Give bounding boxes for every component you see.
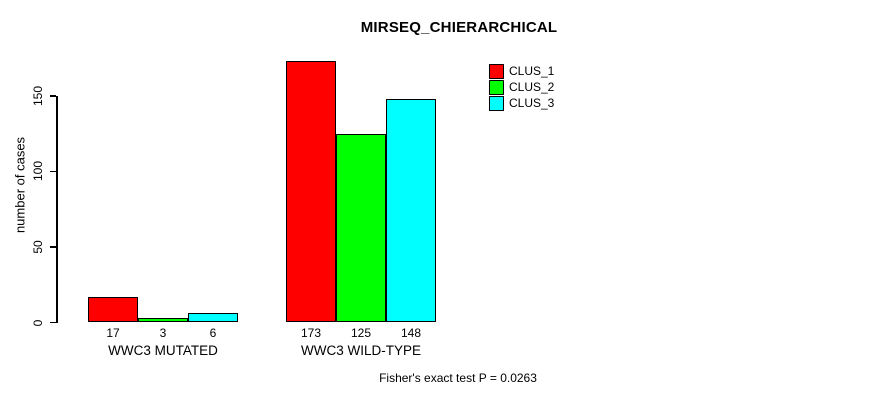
bar-value-clus-1-wwc3-wild-type: 173 [300, 326, 322, 340]
bar-value-clus-1-wwc3-mutated: 17 [106, 326, 120, 340]
bar-clus-2-wwc3-mutated [138, 317, 188, 323]
y-tick-100 [50, 170, 56, 173]
category-label-wwc3-wild-type: WWC3 WILD-TYPE [301, 343, 421, 358]
bar-clus-1-wwc3-mutated [88, 296, 138, 323]
bar-clus-2-wwc3-wild-type [336, 133, 386, 323]
y-tick-50 [50, 246, 56, 248]
y-tick-label-100: 100 [31, 161, 45, 182]
y-tick-label-0: 0 [31, 319, 45, 326]
chart-title: MIRSEQ_CHIERARCHICAL [360, 19, 558, 36]
y-tick-label-50: 50 [31, 240, 45, 254]
bar-clus-1-wwc3-wild-type [286, 61, 336, 323]
y-tick-150 [50, 95, 56, 97]
legend-swatch-clus-1 [489, 64, 504, 79]
category-label-wwc3-mutated: WWC3 MUTATED [108, 343, 218, 358]
bar-value-clus-2-wwc3-wild-type: 125 [350, 326, 372, 340]
y-axis-label: number of cases [12, 136, 28, 234]
y-tick-label-150: 150 [31, 85, 45, 106]
bar-value-clus-2-wwc3-mutated: 3 [159, 326, 167, 340]
bar-value-clus-3-wwc3-mutated: 6 [209, 326, 217, 340]
legend-label-clus-2: CLUS_2 [509, 80, 555, 94]
legend-label-clus-1: CLUS_1 [509, 64, 555, 78]
y-tick-0 [50, 321, 56, 324]
bar-value-clus-3-wwc3-wild-type: 148 [400, 326, 422, 340]
legend-label-clus-3: CLUS_3 [509, 96, 555, 110]
bar-clus-3-wwc3-mutated [188, 313, 238, 323]
legend-swatch-clus-2 [489, 80, 504, 95]
bar-clus-3-wwc3-wild-type [386, 98, 436, 323]
legend-swatch-clus-3 [489, 96, 504, 111]
y-axis-line [56, 95, 58, 324]
stat-annotation: Fisher's exact test P = 0.0263 [379, 371, 537, 385]
